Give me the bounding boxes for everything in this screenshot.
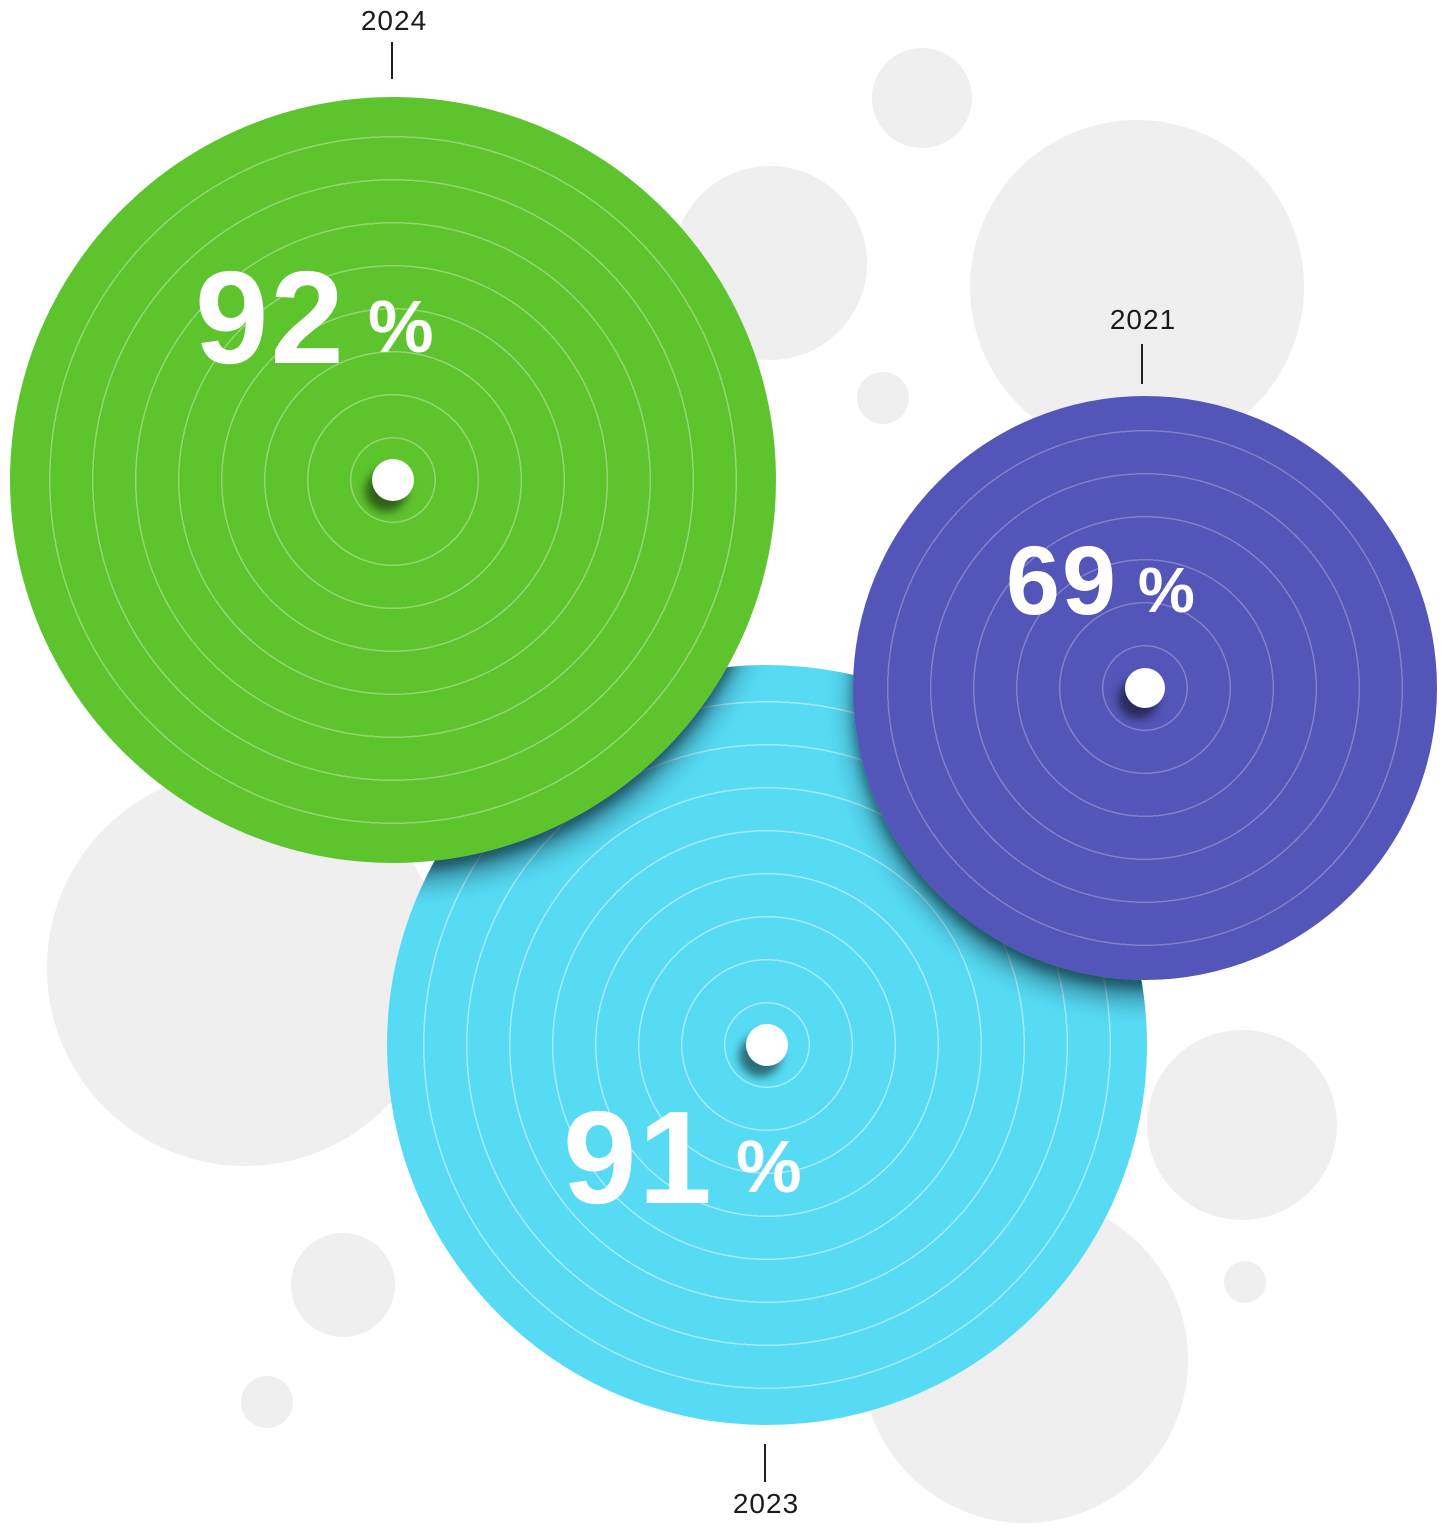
background-circle <box>872 48 972 148</box>
year-tick-2024 <box>391 42 393 79</box>
background-circle <box>241 1376 293 1428</box>
background-circle <box>857 372 909 424</box>
percent-sign: % <box>1137 554 1195 626</box>
year-label-2024: 2024 <box>360 5 428 36</box>
bubble-value-2024: 92 % <box>195 252 434 384</box>
year-label-2021: 2021 <box>1109 304 1177 335</box>
background-circle <box>291 1233 395 1337</box>
bubble-2024: 92 % <box>10 97 776 863</box>
center-dot <box>1125 668 1165 708</box>
value-number: 92 <box>195 244 346 391</box>
bubble-2021: 69 % <box>853 396 1437 980</box>
background-circle <box>1224 1261 1266 1303</box>
center-dot <box>372 459 414 501</box>
year-tick-2023 <box>764 1444 766 1482</box>
bubble-2023: 91 % <box>387 665 1147 1425</box>
percent-sign: % <box>367 285 434 368</box>
bubble-value-2021: 69 % <box>1006 532 1195 629</box>
bubble-value-2023: 91 % <box>563 1092 802 1224</box>
year-label-2023: 2023 <box>732 1488 800 1519</box>
value-number: 91 <box>563 1084 714 1231</box>
value-number: 69 <box>1006 526 1118 635</box>
background-circle <box>1147 1030 1337 1220</box>
center-dot <box>746 1024 788 1066</box>
year-tick-2021 <box>1141 344 1143 384</box>
percent-sign: % <box>735 1125 802 1208</box>
